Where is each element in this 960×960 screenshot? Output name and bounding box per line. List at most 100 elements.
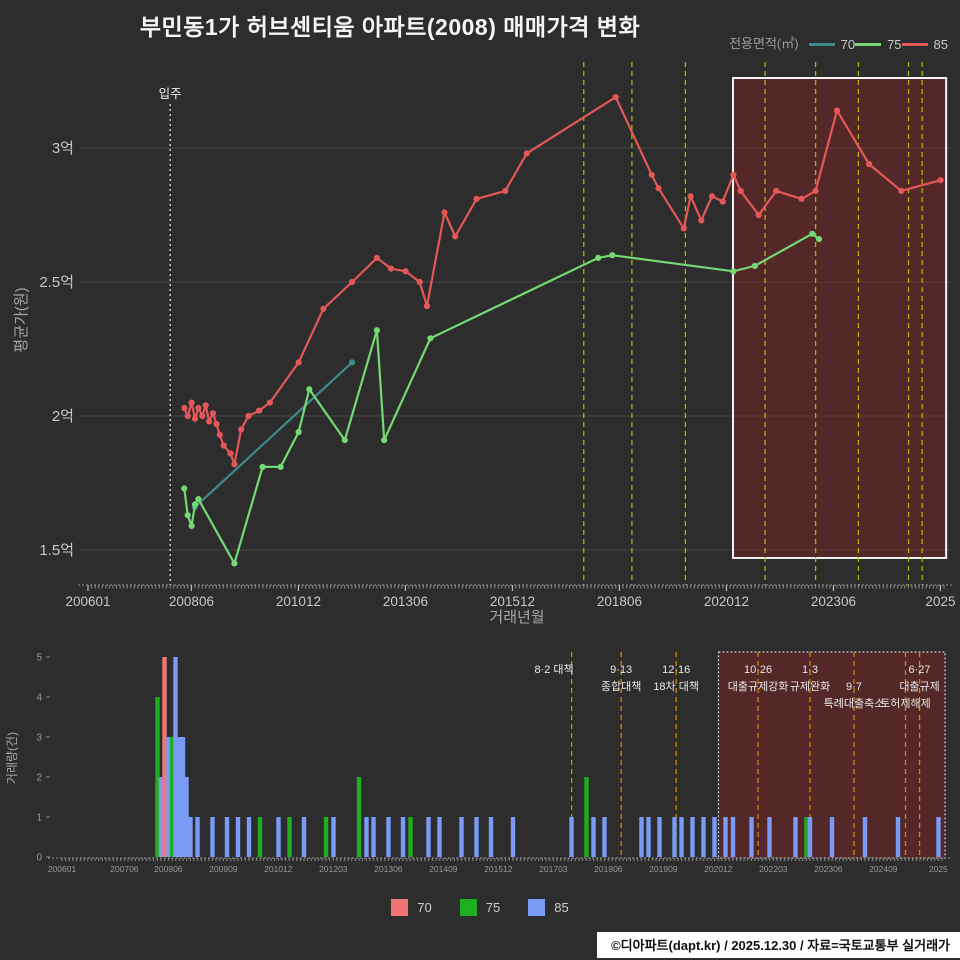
volume-bar xyxy=(180,737,186,857)
volume-y-tick-label: 4 xyxy=(36,693,42,704)
legend-item-label: 85 xyxy=(933,36,948,52)
data-point xyxy=(266,399,273,406)
data-point xyxy=(227,450,234,457)
volume-legend-label: 75 xyxy=(485,900,501,915)
data-point xyxy=(188,399,195,406)
data-point xyxy=(191,415,199,422)
x-tick-label: 202409 xyxy=(869,864,898,874)
legend-item-75[interactable]: 75 xyxy=(855,37,902,52)
volume-legend-item-85: 85 xyxy=(528,899,569,916)
data-point xyxy=(737,187,744,194)
volume-bar xyxy=(804,817,809,857)
data-point xyxy=(320,305,327,312)
x-tick-label: 201012 xyxy=(264,864,293,874)
volume-bar xyxy=(408,817,413,857)
policy-annotation: 종합대책 xyxy=(601,680,641,693)
volume-bar xyxy=(184,777,189,857)
volume-bar xyxy=(749,817,754,857)
data-point xyxy=(719,198,726,205)
data-point xyxy=(452,233,459,240)
policy-annotation: 10·26 xyxy=(744,664,772,676)
area-legend-label: 전용면적(㎡) xyxy=(729,36,799,51)
legend-line-swatch xyxy=(855,42,882,46)
series-85 xyxy=(181,94,944,469)
policy-annotation: 9·13 xyxy=(610,664,632,676)
legend-square-swatch xyxy=(459,899,477,916)
volume-bar xyxy=(510,817,516,857)
volume-bar xyxy=(591,817,596,857)
data-point xyxy=(238,426,245,433)
policy-annotation: 1·3 xyxy=(802,664,818,676)
volume-legend-label: 70 xyxy=(417,900,432,915)
volume-bar xyxy=(701,817,706,857)
data-point xyxy=(751,262,758,269)
volume-bar xyxy=(257,817,263,857)
data-point xyxy=(648,171,655,178)
x-tick-label: 201806 xyxy=(597,594,642,609)
policy-annotation: 대출규제 xyxy=(899,680,939,693)
data-point xyxy=(473,195,480,202)
series-75 xyxy=(181,230,823,567)
legend-line-swatch xyxy=(808,42,835,46)
volume-bar xyxy=(195,817,200,857)
data-point xyxy=(277,463,284,470)
data-point xyxy=(199,412,206,420)
volume-bar xyxy=(602,817,607,857)
legend-item-label: 70 xyxy=(840,36,856,52)
data-point xyxy=(387,265,395,272)
policy-annotation: 8·2 대책 xyxy=(534,663,573,676)
volume-bar xyxy=(474,817,479,857)
x-tick-label: 201306 xyxy=(383,594,428,609)
data-point xyxy=(341,437,348,444)
x-tick-label: 202306 xyxy=(814,864,843,874)
x-tick-label: 202203 xyxy=(759,864,788,874)
data-point xyxy=(373,254,380,261)
data-point xyxy=(595,254,602,261)
volume-bar xyxy=(235,817,241,857)
volume-legend: 70 75 85 xyxy=(0,899,960,916)
x-tick-label: 202012 xyxy=(704,864,733,874)
policy-annotation: 18차 대책 xyxy=(653,680,699,693)
data-point xyxy=(655,185,662,192)
volume-bar xyxy=(488,817,494,857)
data-point xyxy=(708,193,716,200)
volume-bar xyxy=(177,737,182,857)
x-tick-label: 201012 xyxy=(276,594,321,609)
legend-square-swatch xyxy=(391,899,409,916)
series-70 xyxy=(191,359,356,511)
volume-bar xyxy=(767,817,772,857)
legend-item-85[interactable]: 85 xyxy=(901,36,948,52)
x-tick-label: 2025 xyxy=(929,864,948,874)
y-tick-label: 3억 xyxy=(52,140,74,157)
volume-bar xyxy=(657,817,662,857)
volume-legend-item-75: 75 xyxy=(459,899,501,916)
legend-square-swatch xyxy=(528,899,546,916)
policy-annotation: 9·7 xyxy=(846,681,862,693)
data-point xyxy=(216,431,223,438)
volume-bar xyxy=(331,817,336,857)
data-point xyxy=(181,485,188,492)
data-point xyxy=(680,225,687,232)
x-tick-label: 200601 xyxy=(65,594,110,609)
volume-bar xyxy=(712,817,717,857)
volume-bar xyxy=(639,817,644,857)
data-point xyxy=(191,501,199,508)
volume-bar xyxy=(679,817,684,857)
data-point xyxy=(184,412,191,420)
x-axis-title: 거래년월 xyxy=(489,609,544,626)
volume-bar xyxy=(166,737,171,857)
copyright-footer: ©디아파트(dapt.kr) / 2025.12.30 / 자료=국토교통부 실… xyxy=(597,932,960,958)
data-point xyxy=(245,412,252,420)
y-axis-title: 평균가(원) xyxy=(13,287,30,352)
x-tick-label: 201512 xyxy=(484,864,513,874)
legend-item-70[interactable]: 70 xyxy=(808,36,856,52)
movein-label: 입주 xyxy=(159,87,182,101)
data-point xyxy=(202,402,209,409)
volume-bar xyxy=(829,817,835,857)
data-point xyxy=(609,252,616,259)
volume-bar xyxy=(364,817,369,857)
x-tick-label: 200706 xyxy=(110,864,139,874)
data-point xyxy=(798,195,805,202)
volume-y-tick-label: 1 xyxy=(36,813,42,824)
policy-annotation: 규제완화 xyxy=(790,680,830,693)
